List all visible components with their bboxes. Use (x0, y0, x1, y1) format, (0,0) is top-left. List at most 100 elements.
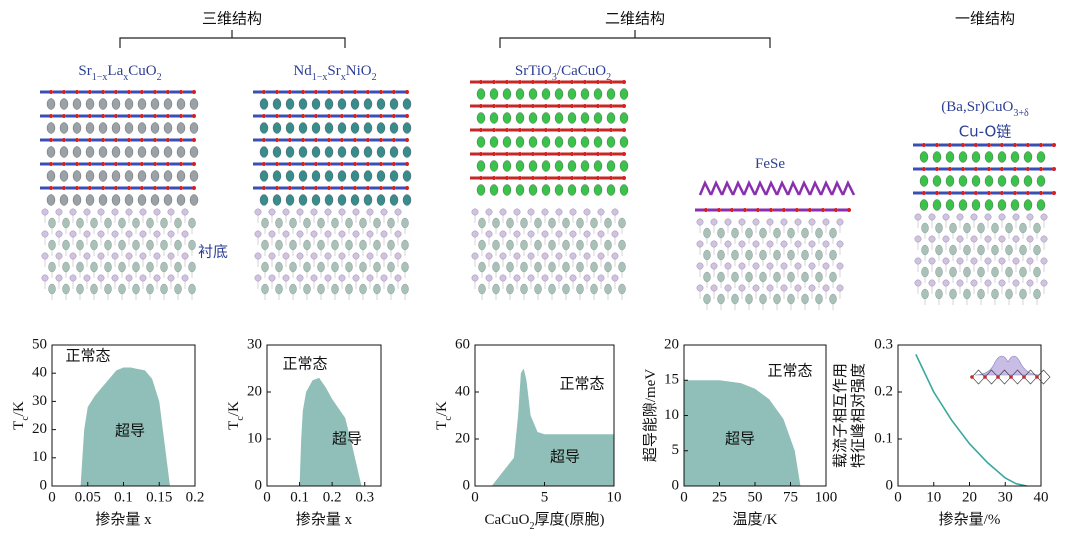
atom (570, 80, 574, 84)
atom (513, 230, 521, 238)
atom (554, 88, 564, 100)
atom (991, 288, 999, 300)
atom (583, 104, 587, 108)
atom (118, 239, 126, 251)
atom (179, 186, 183, 190)
atom (272, 170, 282, 182)
compound-label-part: CuO (128, 63, 157, 79)
atom (298, 194, 308, 206)
atom (98, 170, 108, 182)
atom (275, 239, 283, 251)
atom (476, 136, 486, 148)
atom (394, 252, 402, 260)
atom (604, 217, 612, 229)
atom (956, 235, 964, 243)
atom (1026, 235, 1034, 243)
atom (580, 160, 590, 172)
atom (534, 239, 542, 251)
atom (502, 112, 512, 124)
atom (376, 98, 386, 110)
chart: 0 10 20 30 40 0 0.1 0.2 0.3 掺杂量/% 载流子相互作用 特征峰相对强度 (832, 336, 1048, 528)
atom (389, 194, 399, 206)
atom (515, 112, 525, 124)
atom (597, 274, 605, 282)
atom (544, 176, 548, 180)
atom (387, 261, 395, 273)
atom (62, 261, 70, 273)
atom (140, 162, 144, 166)
atom (160, 261, 168, 273)
atom (150, 194, 160, 206)
atom (974, 143, 978, 147)
y-tick-label: 20 (664, 336, 679, 352)
atom (998, 235, 1006, 243)
atom (618, 283, 626, 295)
atom (153, 274, 161, 282)
y-axis-label-part: c (443, 416, 454, 421)
atom (935, 244, 943, 256)
atom (622, 128, 626, 132)
atom (971, 151, 981, 163)
atom (576, 217, 584, 229)
atom (189, 194, 199, 206)
plot-frame (266, 344, 382, 487)
compound-label: Nd1−xSrxNiO2 (293, 63, 376, 82)
atom (340, 162, 344, 166)
atom (311, 194, 321, 206)
x-axis-label-part: 温度/K (732, 511, 777, 528)
atom (834, 208, 838, 212)
y-tick-label: 0 (255, 477, 263, 493)
atom (618, 217, 626, 229)
atom (541, 112, 551, 124)
y-tick-label: 50 (32, 336, 47, 352)
atom (379, 114, 383, 118)
atom (583, 176, 587, 180)
inset-bond (1036, 369, 1051, 385)
atom (745, 227, 753, 239)
atom (919, 175, 929, 187)
atom (787, 227, 795, 239)
atom (489, 112, 499, 124)
atom (606, 184, 616, 196)
atom (153, 138, 157, 142)
y-axis-label-part: 特征峰相对强度 (850, 363, 867, 468)
atom (174, 239, 182, 251)
atom (611, 252, 619, 260)
atom (987, 167, 991, 171)
atom (111, 230, 119, 238)
atom (262, 114, 266, 118)
atom (366, 274, 374, 282)
atom (593, 160, 603, 172)
x-axis-label-part: 2 (530, 521, 535, 532)
atom (787, 249, 795, 261)
atom (97, 208, 105, 216)
atom (752, 262, 760, 270)
atom (914, 257, 922, 265)
atom (296, 208, 304, 216)
atom (518, 128, 522, 132)
atom (350, 122, 360, 134)
atom (773, 293, 781, 305)
compound-label-part: 2 (372, 72, 377, 83)
atom (548, 283, 556, 295)
atom (970, 279, 978, 287)
atom (1026, 143, 1030, 147)
atom (1012, 257, 1020, 265)
atom (137, 146, 147, 158)
atom (489, 136, 499, 148)
atom (49, 114, 53, 118)
atom (285, 194, 295, 206)
atom (282, 208, 290, 216)
atom (961, 167, 965, 171)
atom (340, 90, 344, 94)
atom (90, 283, 98, 295)
atom (166, 114, 170, 118)
y-axis-label-part: 载流子相互作用 (832, 363, 849, 468)
atom (176, 170, 186, 182)
atom (166, 186, 170, 190)
atom (724, 262, 732, 270)
atom (48, 239, 56, 251)
compound-label-part: Sr (78, 63, 91, 79)
atom (997, 199, 1007, 211)
inset-atom (1009, 375, 1013, 379)
